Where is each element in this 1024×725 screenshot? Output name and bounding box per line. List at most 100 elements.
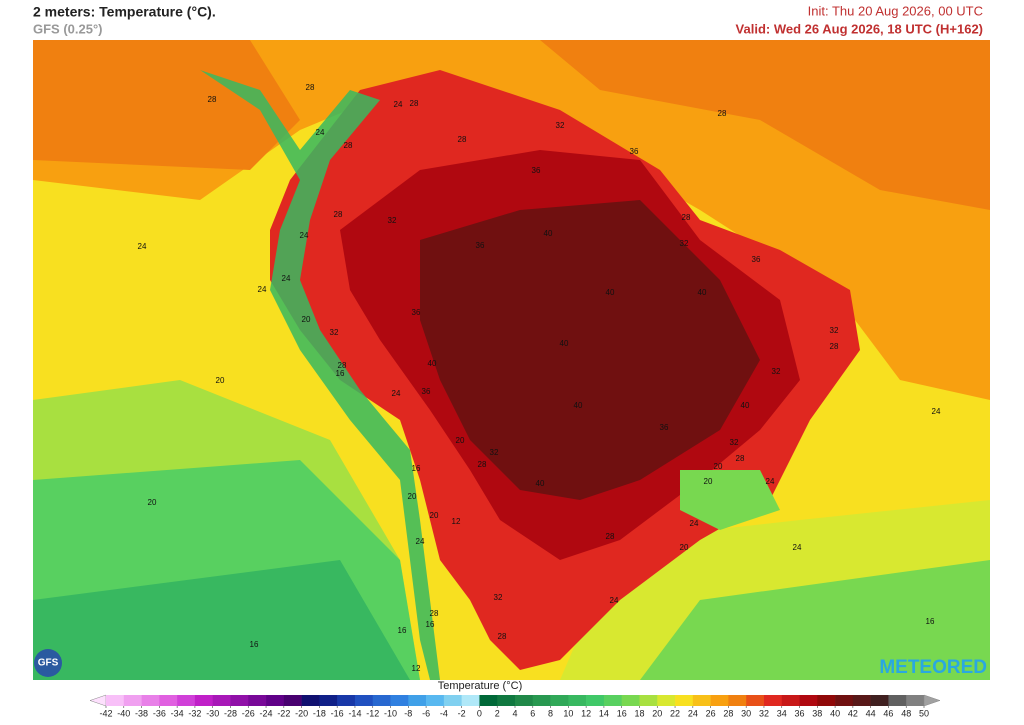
colorbar-segment [763,695,783,706]
colorbar-segment [817,695,836,706]
colorbar-segment [888,695,907,706]
title: 2 meters: Temperature (°C). [33,4,216,20]
contour-label: 20 [704,477,713,486]
colorbar-tick-label: -6 [422,708,430,718]
contour-label: 16 [398,626,407,635]
colorbar-tick-label: -16 [331,708,344,718]
contour-label: 20 [430,511,439,520]
contour-label: 16 [926,617,935,626]
contour-label: 24 [416,537,425,546]
colorbar-segment [123,695,142,706]
contour-label: 24 [282,274,291,283]
colorbar-segment [248,695,267,706]
colorbar-segment [194,695,213,706]
colorbar-tick-label: 36 [795,708,805,718]
contour-label: 32 [490,448,499,457]
contour-label: 32 [680,239,689,248]
contour-label: 24 [690,519,699,528]
contour-label: 32 [730,438,739,447]
colorbar-tick-label: -24 [260,708,273,718]
contour-label: 24 [766,477,775,486]
colorbar-tick-label: -2 [458,708,466,718]
map [33,40,990,680]
contour-label: 28 [208,95,217,104]
colorbar-segment [781,695,800,706]
colorbar-segment [746,695,765,706]
colorbar-tick-label: -18 [313,708,326,718]
contour-label: 28 [306,83,315,92]
colorbar-tick-label: -8 [404,708,412,718]
colorbar-tick-label: -10 [384,708,397,718]
colorbar-segment [639,695,658,706]
contour-label: 24 [932,407,941,416]
colorbar-segment [426,695,445,706]
colorbar-segment [586,695,605,706]
colorbar-tick-label: 4 [512,708,517,718]
colorbar-segment [337,695,356,706]
colorbar-tick-label: -36 [153,708,166,718]
colorbar-tick-label: 12 [581,708,591,718]
colorbar-tick-label: 30 [741,708,751,718]
colorbar-tick-label: 42 [848,708,858,718]
colorbar-tick-label: 48 [901,708,911,718]
colorbar-segment [141,695,160,706]
colorbar-segment [568,695,587,706]
contour-label: 24 [610,596,619,605]
colorbar-tick-label: -28 [224,708,237,718]
colorbar-tick-label: -12 [366,708,379,718]
colorbar-tick-label: 34 [777,708,787,718]
contour-label: 24 [258,285,267,294]
colorbar-tick-label: 24 [688,708,698,718]
colorbar-segment [372,695,391,706]
contour-label: 40 [698,288,707,297]
colorbar-tick-label: 10 [563,708,573,718]
contour-label: 32 [830,326,839,335]
colorbar-segment [603,695,622,706]
colorbar-tick-label: -32 [188,708,201,718]
colorbar-segment [728,695,747,706]
colorbar-tick-label: -20 [295,708,308,718]
contour-label: 24 [392,389,401,398]
colorbar-tick-label: 0 [477,708,482,718]
contour-label: 24 [793,543,802,552]
colorbar-segment [550,695,569,706]
contour-label: 36 [660,423,669,432]
contour-label: 36 [422,387,431,396]
contour-label: 36 [752,255,761,264]
colorbar-segment [799,695,818,706]
contour-label: 32 [388,216,397,225]
colorbar-tick-label: 28 [723,708,733,718]
colorbar-segment [906,695,925,706]
colorbar-segment [354,695,374,706]
contour-label: 28 [334,210,343,219]
colorbar-segment [852,695,871,706]
contour-label: 28 [682,213,691,222]
colorbar-segment [319,695,338,706]
colorbar-tick-label: 6 [530,708,535,718]
colorbar-segment [479,695,498,706]
colorbar-tick-label: -26 [242,708,255,718]
colorbar-segment [443,695,462,706]
contour-label: 24 [138,242,147,251]
valid-time: Valid: Wed 26 Aug 2026, 18 UTC (H+162) [736,21,983,36]
colorbar-tick-label: -38 [135,708,148,718]
contour-label: 36 [630,147,639,156]
colorbar-segment [106,695,125,706]
colorbar-segment [675,695,694,706]
contour-label: 24 [394,100,403,109]
colorbar-end [923,694,941,707]
contour-label: 28 [344,141,353,150]
contour-label: 40 [428,359,437,368]
colorbar-segment [515,695,534,706]
colorbar-tick-label: -34 [171,708,184,718]
colorbar-segment [621,695,640,706]
contour-label: 16 [426,620,435,629]
contour-label: 28 [430,609,439,618]
colorbar-segment [461,695,480,706]
contour-label: 20 [148,498,157,507]
colorbar-tick-label: -42 [99,708,112,718]
contour-label: 40 [606,288,615,297]
contour-label: 28 [830,342,839,351]
contour-label: 32 [330,328,339,337]
gfs-logo: GFS [34,649,62,677]
